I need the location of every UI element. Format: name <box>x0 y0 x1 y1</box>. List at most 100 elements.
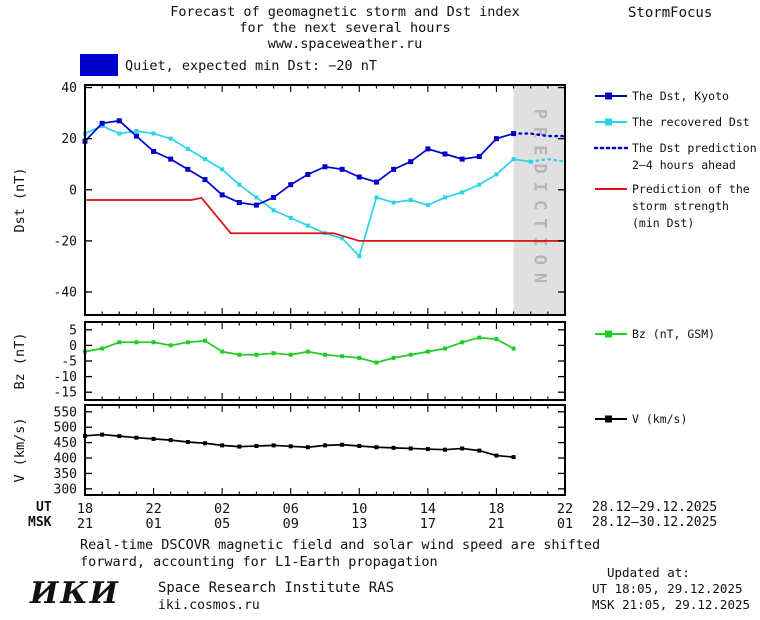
marker-recovered <box>271 208 276 213</box>
marker-bz <box>357 355 362 360</box>
marker-v <box>254 443 259 448</box>
ut-hour-label: 14 <box>420 501 436 517</box>
marker-bz <box>134 340 139 345</box>
y-tick-label: -40 <box>54 286 77 301</box>
legend-label-dst-prediction: The Dst prediction <box>632 141 757 155</box>
msk-hour-label: 21 <box>77 516 93 532</box>
marker-recovered <box>151 131 156 136</box>
y-tick-label: 550 <box>54 405 77 420</box>
ut-hour-label: 18 <box>488 501 504 517</box>
v-axis-label: V (km/s) <box>12 417 28 482</box>
bz-swatch-icon <box>594 328 628 340</box>
marker-bz <box>477 335 482 340</box>
marker-bz <box>168 343 173 348</box>
marker-dst_kyoto <box>288 182 294 188</box>
marker-recovered <box>425 203 430 208</box>
marker-bz <box>288 352 293 357</box>
marker-bz <box>305 349 310 354</box>
legend-label-storm-strength: Prediction of the <box>632 182 750 196</box>
msk-hour-label: 01 <box>557 516 573 532</box>
marker-bz <box>151 340 156 345</box>
marker-v <box>305 445 310 450</box>
brand-label: StormFocus <box>628 5 713 21</box>
marker-v <box>494 453 499 458</box>
ut-hour-label: 06 <box>283 501 299 517</box>
legend-item-dst-prediction: The Dst prediction <box>593 141 757 155</box>
y-tick-label: 20 <box>61 132 77 147</box>
marker-bz <box>100 346 105 351</box>
marker-recovered <box>460 190 465 195</box>
iki-logo: ИКИ <box>30 576 120 611</box>
y-tick-label: -5 <box>61 355 77 370</box>
marker-bz <box>408 352 413 357</box>
series-recovered_prediction <box>529 157 567 163</box>
marker-dst_kyoto <box>408 159 414 165</box>
y-tick-label: 40 <box>61 81 77 96</box>
y-tick-label: 450 <box>54 436 77 451</box>
marker-dst_kyoto <box>459 156 465 162</box>
series-storm_strength <box>85 197 565 242</box>
marker-dst_kyoto <box>236 200 242 206</box>
marker-dst_kyoto <box>391 166 397 172</box>
marker-bz <box>117 340 122 345</box>
v-swatch-icon <box>594 413 628 425</box>
panel-frame-v <box>84 404 566 496</box>
marker-v <box>271 443 276 448</box>
marker-bz <box>460 340 465 345</box>
marker-recovered <box>134 129 139 133</box>
marker-recovered <box>168 136 173 141</box>
marker-dst_kyoto <box>425 146 431 152</box>
quiet-status-swatch <box>80 54 118 76</box>
marker-recovered <box>340 236 345 241</box>
marker-bz <box>340 354 345 359</box>
site-url: www.spaceweather.ru <box>267 36 423 52</box>
dst-kyoto-swatch-icon <box>594 90 628 102</box>
marker-dst_kyoto <box>219 192 225 198</box>
marker-v <box>340 442 345 447</box>
marker-recovered <box>305 223 310 228</box>
marker-v <box>443 447 447 452</box>
marker-bz <box>494 337 499 342</box>
panel-frame-bz <box>84 321 566 401</box>
marker-bz <box>237 352 242 357</box>
institute-name: Space Research Institute RAS <box>158 580 395 596</box>
marker-recovered <box>391 200 396 205</box>
msk-date-range: 28.12–30.12.2025 <box>592 515 718 530</box>
marker-v <box>203 441 207 446</box>
marker-dst_kyoto <box>339 166 345 172</box>
marker-v <box>357 443 362 448</box>
marker-dst_kyoto <box>185 166 191 172</box>
institute-site-url: iki.cosmos.ru <box>158 598 260 613</box>
y-tick-label: 500 <box>54 421 77 436</box>
marker-dst_kyoto <box>271 194 277 200</box>
marker-v <box>425 447 430 452</box>
marker-v <box>117 434 122 439</box>
legend-item-recovered-dst: The recovered Dst <box>594 115 750 129</box>
marker-v <box>185 439 190 444</box>
marker-v <box>323 443 327 448</box>
legend-item-storm-strength: Prediction of the <box>594 182 750 196</box>
ut-hour-label: 18 <box>77 501 93 517</box>
marker-bz <box>220 349 225 354</box>
marker-bz <box>185 340 190 345</box>
legend-label-storm-strength-line2: storm strength <box>632 199 729 213</box>
msk-hour-label: 13 <box>351 516 367 532</box>
series-bz <box>84 336 514 364</box>
marker-dst_kyoto <box>305 171 311 177</box>
marker-dst_kyoto <box>253 202 259 208</box>
marker-recovered <box>237 182 242 187</box>
marker-recovered <box>185 146 190 151</box>
marker-recovered <box>288 215 293 220</box>
marker-v <box>408 446 413 451</box>
y-tick-label: 0 <box>69 183 77 198</box>
series-v <box>84 433 514 458</box>
marker-v <box>477 448 482 453</box>
series-dst_kyoto <box>84 119 514 206</box>
marker-recovered <box>254 195 259 200</box>
storm-strength-swatch-icon <box>594 183 628 195</box>
legend-label-recovered-dst: The recovered Dst <box>632 115 750 129</box>
marker-bz <box>271 351 276 356</box>
marker-recovered <box>357 254 362 259</box>
msk-hour-label: 05 <box>214 516 230 532</box>
